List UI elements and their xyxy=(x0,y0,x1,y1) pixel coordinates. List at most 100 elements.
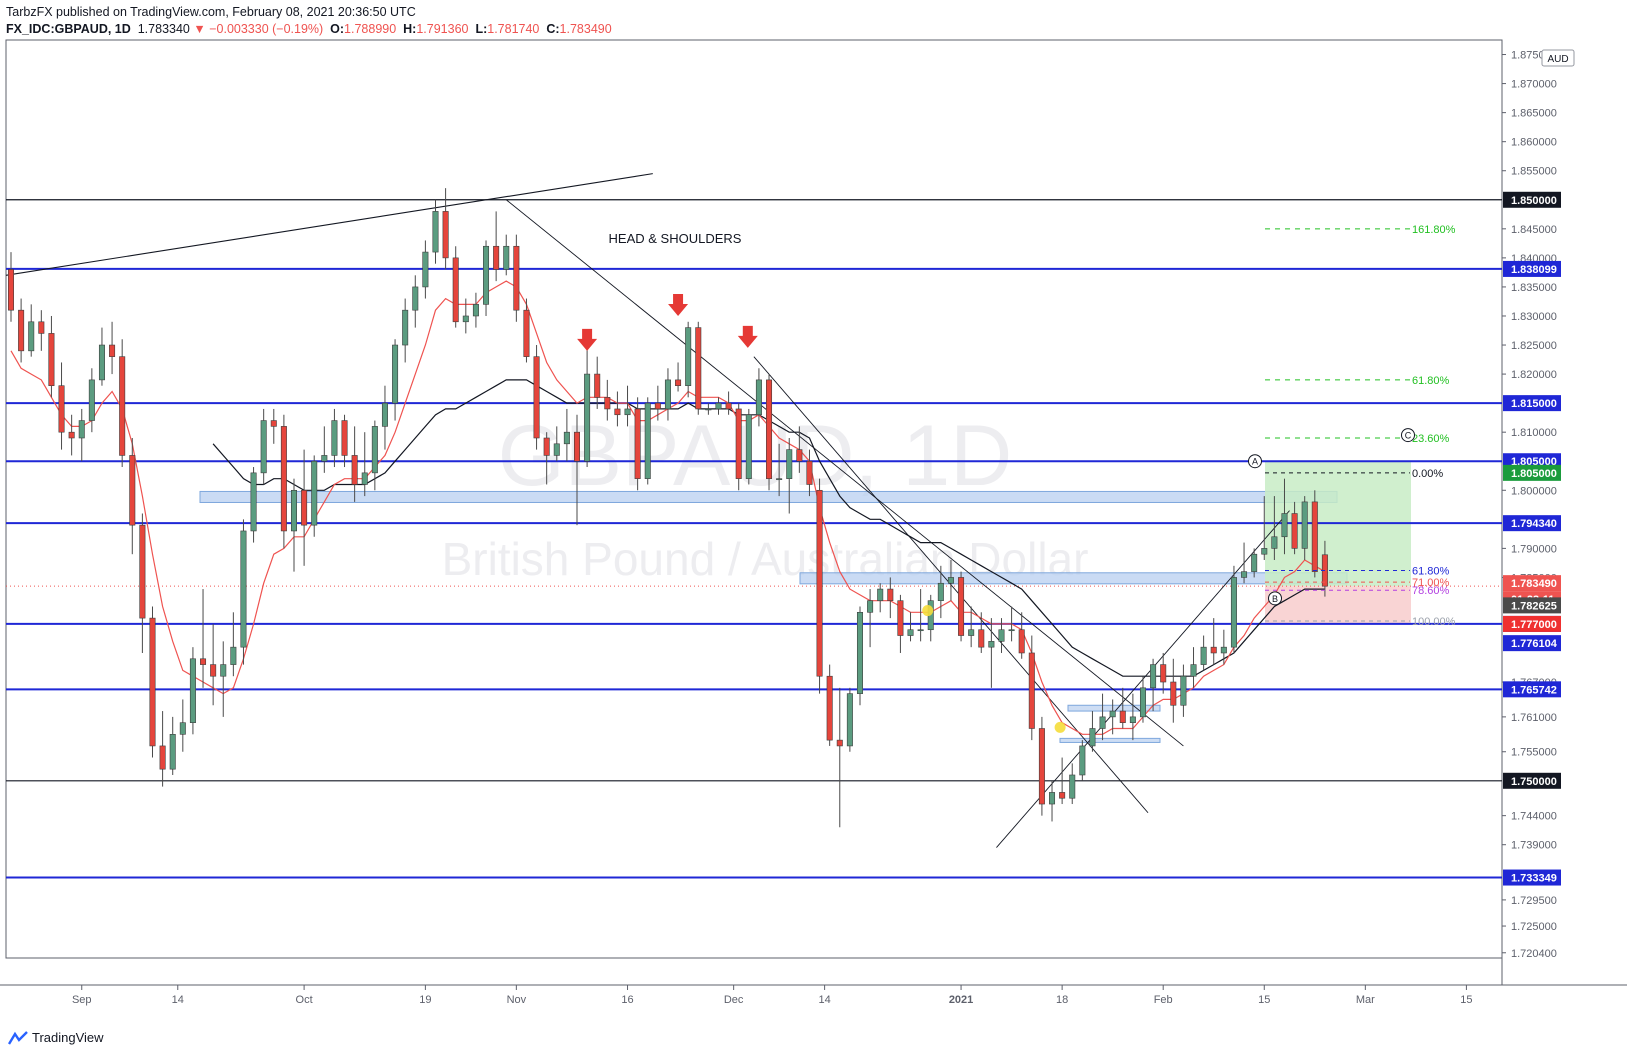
level-badge-label-8: 1.733349 xyxy=(1511,873,1557,885)
candle-body-32 xyxy=(331,420,338,456)
candle-121 xyxy=(1230,565,1237,653)
fib-retrace-label-1: 61.80% xyxy=(1412,565,1450,577)
candle-39 xyxy=(402,298,409,363)
candle-23 xyxy=(240,519,247,665)
candle-66 xyxy=(675,362,682,392)
candle-92 xyxy=(937,565,944,619)
candle-32 xyxy=(331,408,338,468)
candle-body-96 xyxy=(978,629,985,648)
candle-1 xyxy=(18,298,25,363)
candle-36 xyxy=(371,420,378,491)
candle-body-82 xyxy=(836,739,843,747)
y-tick-label-21: 1.725000 xyxy=(1511,921,1557,933)
low-value: 1.781740 xyxy=(487,22,540,36)
close-value: 1.783490 xyxy=(559,22,612,36)
candle-body-114 xyxy=(1160,664,1167,683)
candle-body-28 xyxy=(290,489,297,532)
candle-body-87 xyxy=(887,588,894,601)
fib-extension-label-1: 61.80% xyxy=(1412,375,1450,387)
watermark-symbol: GBPAUD, 1D xyxy=(498,408,1013,504)
candle-body-44 xyxy=(452,257,459,323)
candle-50 xyxy=(513,234,520,322)
fib-extension-label-0: 161.80% xyxy=(1412,224,1456,236)
candle-body-126 xyxy=(1281,513,1288,538)
y-tick-label-7: 1.835000 xyxy=(1511,282,1557,294)
candle-body-121 xyxy=(1230,577,1237,648)
candle-body-77 xyxy=(786,449,793,479)
candle-body-92 xyxy=(937,582,944,601)
candle-body-5 xyxy=(58,385,65,433)
candle-body-66 xyxy=(675,379,682,387)
candle-body-89 xyxy=(907,629,914,636)
wave-label-A: A xyxy=(1252,457,1258,467)
candle-126 xyxy=(1281,478,1288,555)
candle-body-94 xyxy=(958,577,965,636)
candle-63 xyxy=(644,397,651,485)
last-price: 1.783340 xyxy=(137,22,190,36)
candle-87 xyxy=(887,577,894,619)
candle-3 xyxy=(38,310,45,351)
candle-body-15 xyxy=(159,745,166,770)
symbol-label[interactable]: FX_IDC:GBPAUD, 1D xyxy=(6,22,131,36)
candle-64 xyxy=(654,385,661,421)
candle-110 xyxy=(1119,687,1126,729)
candle-body-108 xyxy=(1099,716,1106,729)
candle-body-80 xyxy=(816,489,823,677)
candle-body-20 xyxy=(210,664,217,677)
candle-body-123 xyxy=(1251,553,1258,572)
candle-body-115 xyxy=(1170,681,1177,706)
candle-body-39 xyxy=(402,309,409,346)
descending-trendline xyxy=(505,199,1184,747)
candle-113 xyxy=(1150,658,1157,712)
candle-body-33 xyxy=(341,420,348,456)
level-badge-label-4: 1.794340 xyxy=(1511,518,1557,530)
publish-line: TarbzFX published on TradingView.com, Fe… xyxy=(6,5,416,19)
x-tick-label-3: 19 xyxy=(419,994,431,1006)
candle-body-71 xyxy=(725,402,732,410)
candle-21 xyxy=(220,641,227,717)
candle-95 xyxy=(968,606,975,648)
candle-body-74 xyxy=(755,379,762,416)
candle-body-90 xyxy=(917,629,924,632)
candle-86 xyxy=(877,583,884,613)
candle-body-6 xyxy=(68,431,75,439)
candle-body-79 xyxy=(806,460,813,485)
price-badge-4 xyxy=(1503,615,1561,632)
candle-7 xyxy=(78,408,85,462)
candle-body-24 xyxy=(250,472,257,532)
candle-body-60 xyxy=(614,408,621,416)
head-and-shoulders-label: HEAD & SHOULDERS xyxy=(609,231,742,246)
candle-104 xyxy=(1059,757,1066,805)
candle-body-122 xyxy=(1241,571,1248,578)
candle-body-109 xyxy=(1109,710,1116,718)
candle-56 xyxy=(573,414,580,526)
candle-40 xyxy=(412,275,419,328)
price-badge-3 xyxy=(1503,597,1561,614)
y-tick-label-9: 1.825000 xyxy=(1511,340,1557,352)
candle-81 xyxy=(826,664,833,746)
close-label: C: xyxy=(546,22,560,36)
candle-85 xyxy=(867,589,874,648)
price-badge-5 xyxy=(1503,635,1561,652)
candle-24 xyxy=(250,467,257,543)
candle-body-61 xyxy=(624,408,631,416)
tradingview-logo-icon xyxy=(7,1030,28,1045)
candle-35 xyxy=(361,432,368,497)
candle-body-65 xyxy=(664,379,671,410)
candle-89 xyxy=(907,612,914,642)
level-badge-0 xyxy=(1503,191,1561,208)
level-badge-label-6: 1.765742 xyxy=(1511,684,1557,696)
candle-body-1 xyxy=(18,309,25,352)
candle-body-101 xyxy=(1028,652,1035,729)
candle-body-95 xyxy=(968,629,975,636)
candle-body-52 xyxy=(533,356,540,439)
candle-120 xyxy=(1220,629,1227,665)
candle-body-11 xyxy=(119,356,126,456)
high-value: 1.791360 xyxy=(416,22,469,36)
candle-body-69 xyxy=(705,408,712,411)
fib-retrace-label-3: 78.60% xyxy=(1412,585,1450,597)
candle-body-26 xyxy=(270,420,277,427)
level-badge-6 xyxy=(1503,681,1561,698)
candle-123 xyxy=(1251,548,1258,578)
